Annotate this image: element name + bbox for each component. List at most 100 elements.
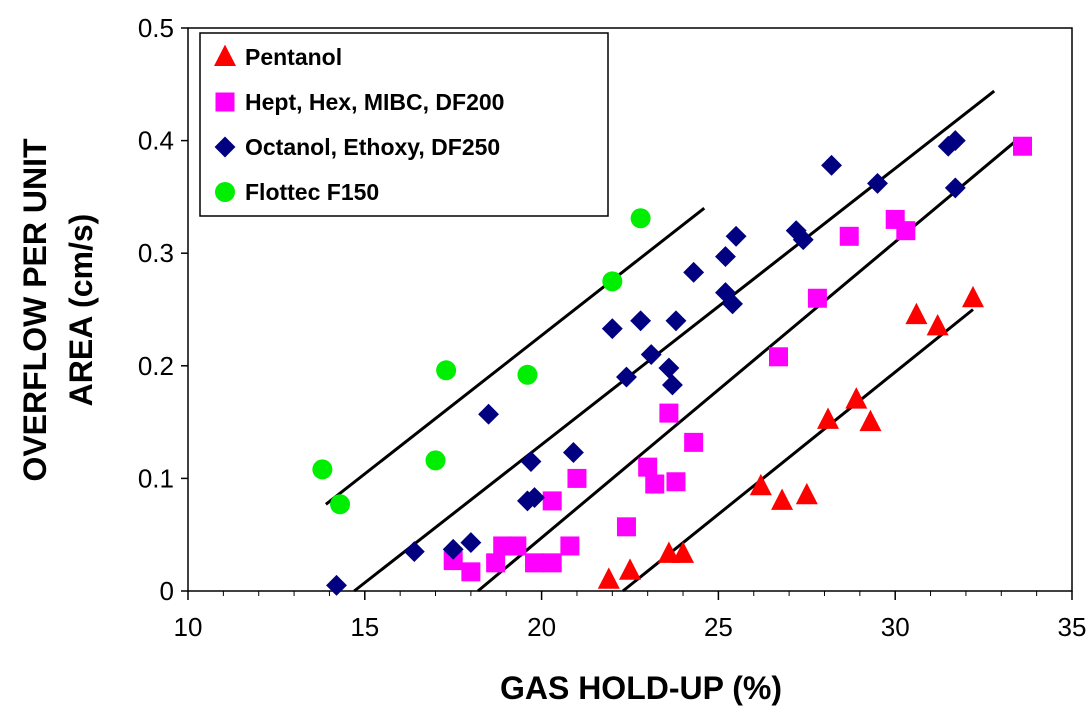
triangle-data-point [845,387,868,409]
y-tick-label: 0.4 [138,126,174,156]
square-data-point [839,226,859,246]
triangle-data-point [749,473,772,496]
y-axis-title-line-1: OVERFLOW PER UNIT [17,138,53,482]
x-tick-label: 25 [704,612,733,642]
square-data-point [525,553,545,573]
diamond-data-point [478,403,499,425]
diamond-data-point [715,282,736,304]
diamond-data-point [715,246,736,268]
legend-label: Hept, Hex, MIBC, DF200 [245,89,504,115]
x-tick-label: 20 [527,612,556,642]
triangle-data-point [859,409,882,432]
y-tick-label: 0.3 [138,238,174,268]
series-diamond [326,130,966,596]
series-square [443,136,1032,582]
legend-square-marker [215,92,235,112]
square-data-point [659,403,679,423]
circle-data-point [436,360,457,381]
legend-diamond-marker [214,136,236,158]
square-data-point [769,347,789,367]
diamond-data-point [665,310,687,332]
y-tick-label: 0 [160,576,174,606]
triangle-data-point [619,558,641,580]
series-circle [312,208,651,515]
x-tick-label: 15 [350,612,379,642]
square-data-point [507,536,527,556]
diamond-data-point [683,261,705,283]
square-data-point [542,491,562,511]
square-data-point [666,472,686,492]
x-tick-label: 35 [1058,612,1086,642]
legend: Pentanol Hept, Hex, MIBC, DF200 Octanol, E… [199,32,609,217]
square-data-point [560,536,580,556]
x-axis-title: GAS HOLD-UP (%) [500,670,782,706]
y-axis-title-line-2: AREA (cm/s) [63,214,99,407]
diamond-data-point [792,229,814,251]
square-data-point [443,551,463,571]
triangle-data-point [672,541,695,563]
circle-data-point [330,494,351,515]
diamond-data-point [944,130,966,152]
legend-box [199,32,609,217]
square-data-point [684,432,704,452]
diamond-data-point [517,490,538,512]
triangle-data-point [597,567,620,589]
diamond-data-point [630,310,652,332]
legend-label: Flottec F150 [245,179,379,205]
legend-label: Octanol, Ethoxy, DF250 [245,134,500,160]
diamond-data-point [821,154,842,176]
trend-line [353,89,996,593]
square-data-point [896,221,916,241]
data-points [312,130,1032,596]
trend-line [621,308,974,593]
square-data-point [616,517,636,537]
square-data-point [486,553,506,573]
triangle-data-point [771,488,794,510]
diamond-data-point [658,357,680,379]
legend-label: Pentanol [245,44,342,70]
diamond-data-point [616,366,637,388]
legend-circle-marker [215,182,235,202]
series-triangle [597,285,984,589]
diamond-data-point [601,318,623,340]
diamond-data-point [944,177,966,199]
diamond-data-point [661,374,683,396]
ticks: 10 15 20 25 30 35 0 0.1 0.2 0.3 0.4 0.5 [138,13,1086,642]
square-data-point [645,474,665,494]
triangle-data-point [817,407,840,429]
diamond-data-point [562,442,584,463]
triangle-data-point [795,482,818,505]
y-tick-label: 0.1 [138,463,174,493]
diamond-data-point [442,538,464,560]
triangle-data-point [657,541,680,563]
trend-line [324,206,706,506]
x-tick-label: 10 [174,612,203,642]
triangle-data-point [961,285,984,308]
diamond-data-point [640,344,662,365]
square-data-point [461,562,481,582]
diamond-data-point [722,293,743,315]
y-tick-label: 0.2 [138,351,174,381]
legend-triangle-marker [214,44,236,66]
circle-data-point [630,208,651,229]
trend-line [476,137,1020,593]
diamond-data-point [403,541,425,563]
diamond-data-point [460,532,482,554]
circle-data-point [425,450,446,471]
diamond-data-point [326,574,347,596]
y-axis-title: OVERFLOW PER UNIT AREA (cm/s) [17,138,99,482]
x-tick-label: 30 [881,612,910,642]
square-data-point [542,553,562,573]
circle-data-point [312,459,333,480]
square-data-point [1012,136,1032,156]
circle-data-point [517,364,538,385]
triangle-data-point [905,302,928,325]
fit-lines [324,89,1020,593]
axes [187,27,1073,592]
diamond-data-point [725,225,747,247]
diamond-data-point [524,487,545,508]
triangle-data-point [926,313,949,336]
diamond-data-point [867,172,888,194]
diamond-data-point [520,451,542,472]
